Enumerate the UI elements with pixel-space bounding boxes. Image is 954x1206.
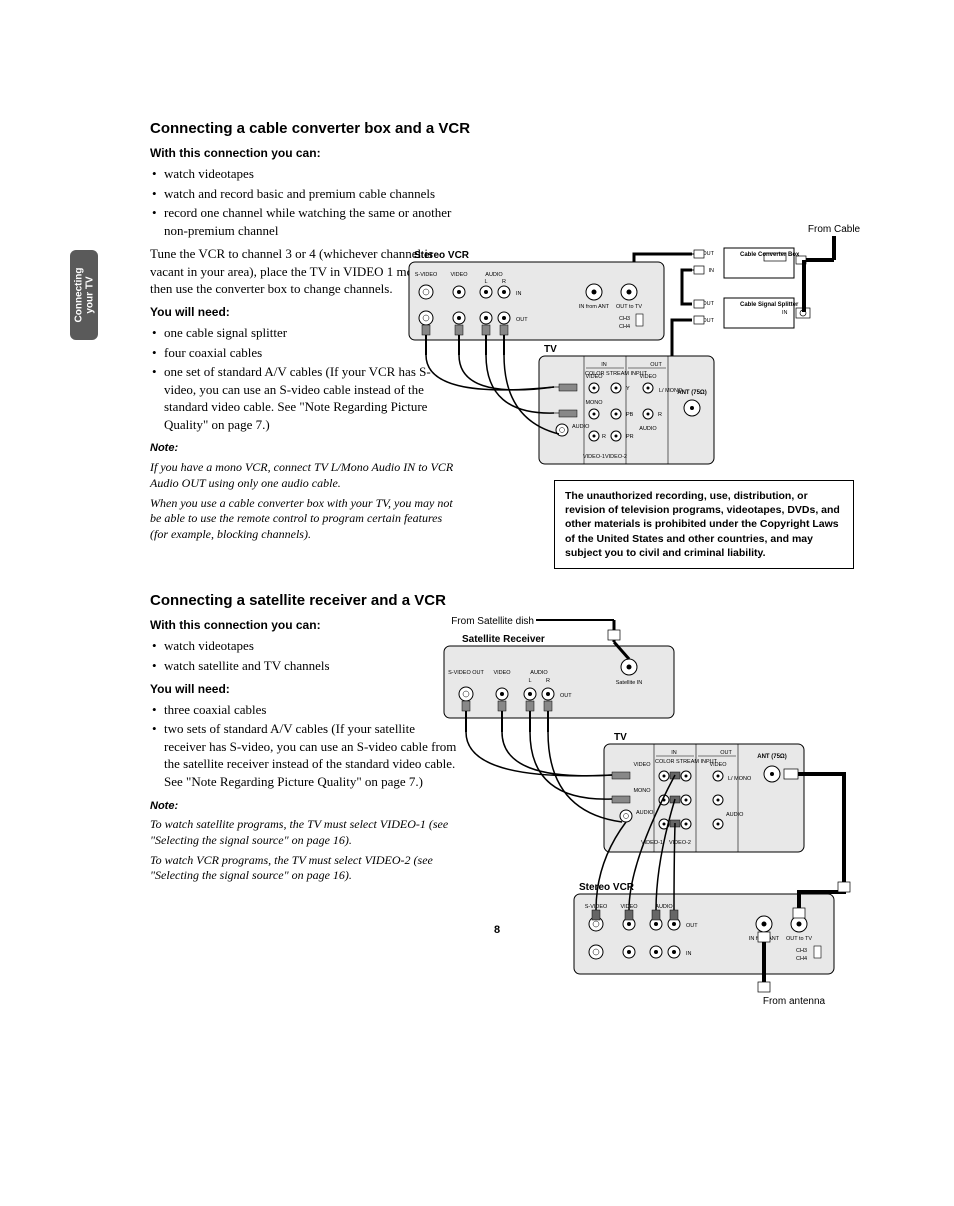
svg-text:AUDIO: AUDIO [655, 904, 673, 910]
label-from-satellite: From Satellite dish [451, 616, 534, 627]
svg-text:AUDIO: AUDIO [530, 670, 548, 676]
svg-text:ANT (75Ω): ANT (75Ω) [757, 754, 786, 760]
svg-text:ANT (75Ω): ANT (75Ω) [677, 390, 706, 396]
svg-text:VIDEO-2: VIDEO-2 [605, 454, 627, 460]
svg-text:VIDEO: VIDEO [493, 670, 511, 676]
list-item: watch and record basic and premium cable… [164, 185, 460, 203]
can-heading: With this connection you can: [150, 145, 460, 161]
svg-text:PR: PR [626, 434, 634, 440]
svg-text:OUT: OUT [560, 693, 572, 699]
svg-text:VIDEO: VIDEO [709, 762, 727, 768]
label-splitter: Cable Signal Splitter [740, 302, 799, 308]
svg-text:AUDIO: AUDIO [572, 424, 590, 430]
warning-text: The unauthorized recording, use, distrib… [565, 490, 840, 559]
svg-text:VIDEO-1: VIDEO-1 [583, 454, 605, 460]
svg-text:CH3: CH3 [796, 948, 807, 954]
svg-text:CH4: CH4 [619, 324, 630, 330]
diagram-svg: From Cable OUT IN Cable Converter Box OU… [404, 220, 864, 470]
label-stereo-vcr: Stereo VCR [414, 250, 470, 261]
diagram-cable-vcr: From Cable OUT IN Cable Converter Box OU… [404, 220, 864, 470]
svg-text:R: R [658, 412, 662, 418]
svg-text:S-VIDEO: S-VIDEO [415, 272, 438, 278]
svg-text:MONO: MONO [633, 788, 651, 794]
label-tv: TV [614, 732, 627, 743]
svg-text:IN: IN [671, 750, 677, 756]
label-stereo-vcr: Stereo VCR [579, 882, 635, 893]
svg-text:IN: IN [686, 951, 692, 957]
svg-text:VIDEO-2: VIDEO-2 [669, 840, 691, 846]
section-cable-vcr: Connecting a cable converter box and a V… [150, 120, 844, 542]
svg-text:VIDEO: VIDEO [633, 762, 651, 768]
svg-text:Satellite IN: Satellite IN [616, 680, 643, 686]
svg-text:OUT to TV: OUT to TV [616, 304, 642, 310]
label-sat-receiver: Satellite Receiver [462, 634, 545, 645]
section1-title: Connecting a cable converter box and a V… [150, 120, 844, 137]
diagram-svg: From Satellite dish Satellite Receiver S… [404, 612, 864, 1022]
svg-text:AUDIO: AUDIO [485, 272, 503, 278]
svg-text:R: R [546, 678, 550, 684]
svg-text:Y: Y [626, 386, 630, 392]
svg-text:L: L [528, 678, 531, 684]
list-item: watch videotapes [164, 165, 460, 183]
section-satellite-vcr: Connecting a satellite receiver and a VC… [150, 592, 844, 883]
svg-text:R: R [502, 279, 506, 285]
svg-text:OUT: OUT [516, 317, 528, 323]
note-text: When you use a cable converter box with … [150, 496, 460, 543]
label-from-antenna: From antenna [763, 996, 826, 1007]
svg-text:VIDEO: VIDEO [450, 272, 468, 278]
svg-text:R: R [602, 434, 606, 440]
warning-box: The unauthorized recording, use, distrib… [554, 480, 854, 569]
svg-text:CH4: CH4 [796, 956, 807, 962]
svg-text:AUDIO: AUDIO [639, 426, 657, 432]
svg-text:OUT to TV: OUT to TV [786, 936, 812, 942]
svg-text:S-VIDEO OUT: S-VIDEO OUT [448, 670, 484, 676]
svg-text:OUT: OUT [686, 923, 698, 929]
svg-text:L: L [484, 279, 487, 285]
svg-text:AUDIO: AUDIO [726, 812, 744, 818]
svg-text:IN: IN [782, 310, 788, 316]
svg-text:OUT: OUT [650, 362, 662, 368]
label-from-cable: From Cable [808, 224, 861, 235]
svg-text:L/ MONO: L/ MONO [728, 776, 752, 782]
svg-text:CH3: CH3 [619, 316, 630, 322]
svg-text:IN: IN [601, 362, 607, 368]
svg-text:OUT: OUT [720, 750, 732, 756]
label-tv: TV [544, 344, 557, 355]
diagram-satellite-vcr: From Satellite dish Satellite Receiver S… [404, 612, 864, 1022]
svg-text:VIDEO: VIDEO [639, 374, 657, 380]
svg-text:AUDIO: AUDIO [636, 810, 654, 816]
svg-text:COLOR STREAM INPUT: COLOR STREAM INPUT [585, 371, 648, 377]
svg-text:COLOR STREAM INPUT: COLOR STREAM INPUT [655, 759, 718, 765]
svg-text:IN from ANT: IN from ANT [579, 304, 610, 310]
svg-text:IN: IN [709, 268, 715, 274]
svg-text:PB: PB [626, 412, 634, 418]
side-tab: Connectingyour TV [70, 250, 98, 340]
section2-title: Connecting a satellite receiver and a VC… [150, 592, 844, 609]
svg-text:MONO: MONO [585, 400, 603, 406]
svg-text:IN: IN [516, 291, 522, 297]
page: Connectingyour TV Connecting a cable con… [0, 0, 954, 996]
side-tab-text: Connectingyour TV [73, 268, 95, 323]
